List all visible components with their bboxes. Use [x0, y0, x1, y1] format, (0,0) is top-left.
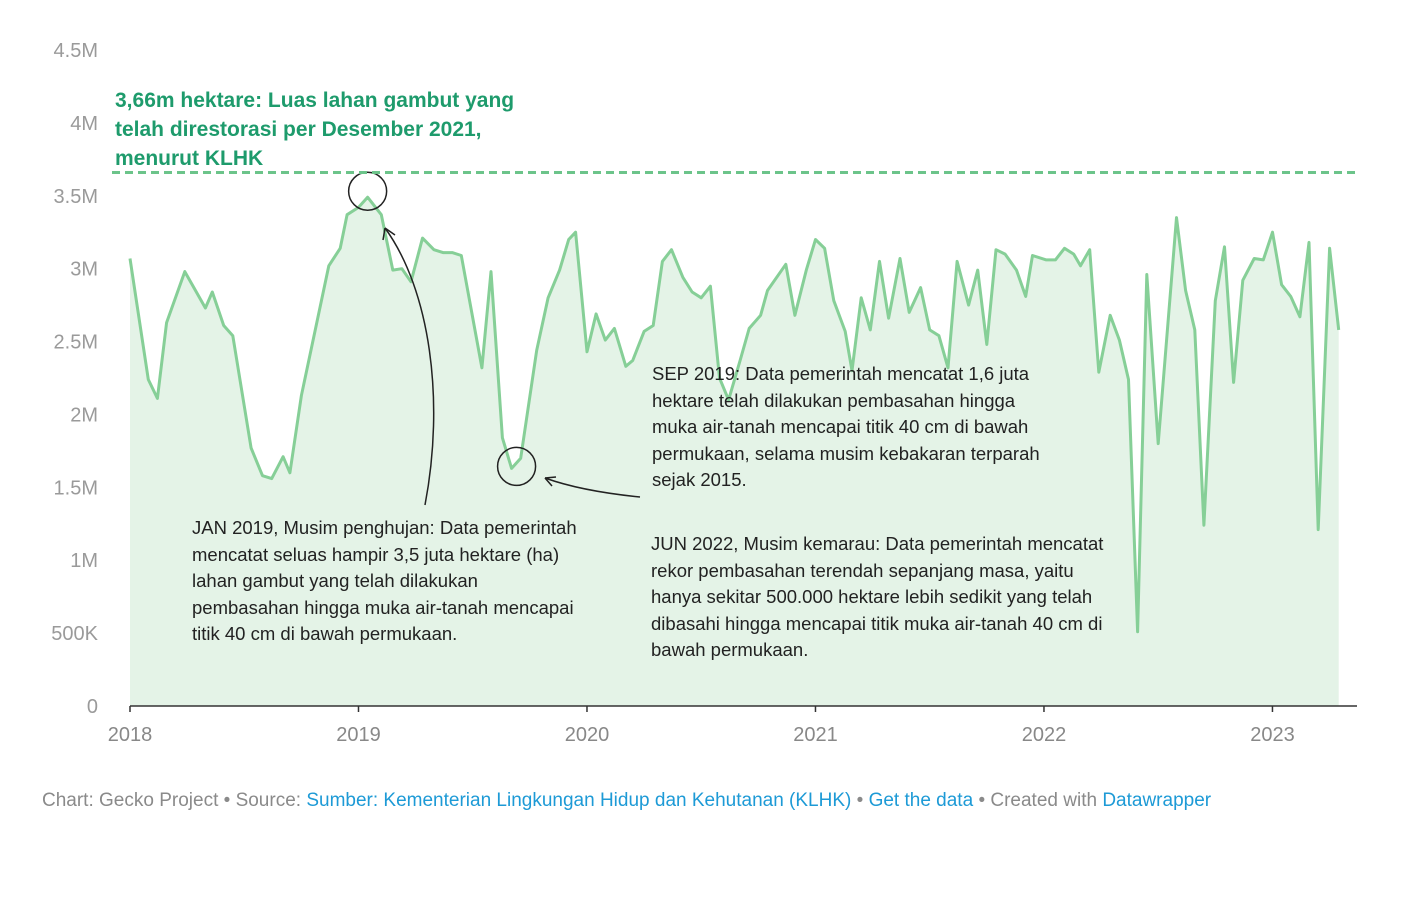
y-tick-label: 2.5M — [54, 332, 98, 354]
x-tick-label: 2020 — [565, 724, 610, 746]
y-tick-label: 1.5M — [54, 477, 98, 499]
separator: • — [856, 790, 864, 811]
y-tick-label: 2M — [70, 404, 98, 426]
footer: Chart: Gecko Project • Source: Sumber: K… — [42, 787, 1252, 814]
x-tick-label: 2021 — [793, 724, 838, 746]
y-tick-label: 0 — [87, 696, 98, 718]
x-tick-label: 2019 — [336, 724, 381, 746]
created-with: Created with — [990, 790, 1098, 811]
source-label: Source: — [235, 790, 302, 811]
x-tick-label: 2022 — [1022, 724, 1067, 746]
tool-link[interactable]: Datawrapper — [1102, 790, 1212, 811]
source-link[interactable]: Sumber: Kementerian Lingkungan Hidup dan… — [306, 790, 852, 811]
arrow — [384, 227, 435, 506]
y-tick-label: 4.5M — [54, 40, 98, 62]
credit: Chart: Gecko Project — [42, 790, 219, 811]
plot: 0 500K 1M 1.5M 2M 2.5M 3M 3.5M 4M 4.5M 2018 2019 202… — [51, 40, 1357, 746]
highlight-circle — [347, 171, 388, 211]
separator: • — [223, 790, 231, 811]
y-tick-label: 1M — [70, 550, 98, 572]
y-tick-label: 4M — [70, 113, 98, 135]
annotation: JAN 2019, Musim penghujan: Data pemerint… — [192, 517, 577, 644]
x-tick-label: 2023 — [1250, 724, 1295, 746]
annotation: JUN 2022, Musim kemarau: Data pemerintah… — [651, 533, 1104, 660]
separator: • — [978, 790, 986, 811]
x-tick-label: 2018 — [108, 724, 153, 746]
area — [130, 197, 1339, 706]
arrow — [544, 477, 641, 498]
y-tick-label: 500K — [51, 623, 98, 645]
reference-label: 3,66m hektare: Luas lahan gambut yang te… — [115, 89, 515, 170]
y-tick-label: 3M — [70, 259, 98, 281]
y-tick-label: 3.5M — [54, 186, 98, 208]
line — [128, 195, 1341, 634]
arrowhead — [382, 227, 396, 241]
annotation: SEP 2019: Data pemerintah mencatat 1,6 j… — [652, 363, 1040, 490]
get-data-link[interactable]: Get the data — [868, 790, 974, 811]
highlight-circle — [496, 446, 537, 487]
arrowhead — [544, 476, 557, 487]
